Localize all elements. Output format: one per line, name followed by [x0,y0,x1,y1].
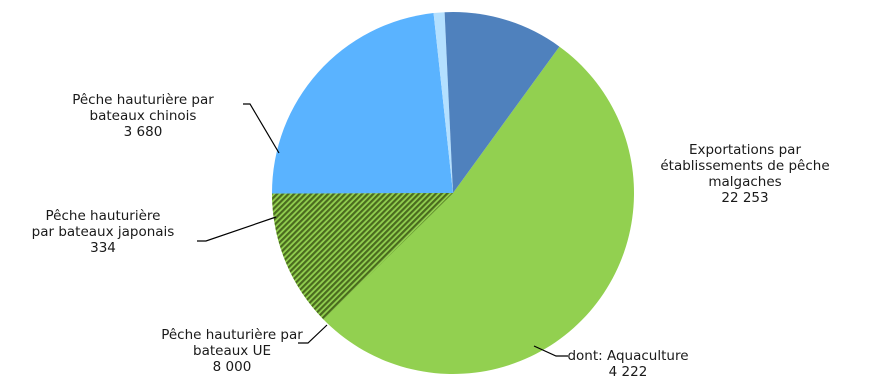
leader-line-china [243,103,280,154]
slice-label-line: bateaux UE [193,343,271,359]
slice-label-line: Pêche hauturière par [161,327,303,343]
slice-label-subset: dont: Aquaculture 4 222 [567,348,688,380]
slice-label-line: dont: Aquaculture [567,348,688,364]
slice-labels: Exportations par établissements de pêche m… [32,92,830,380]
pie-slice-china [444,12,560,194]
leader-line-japan [197,216,277,242]
slice-label-line: Pêche hauturière par [72,92,214,108]
slice-label-line: 4 222 [609,364,648,380]
pie-slices [271,12,634,375]
slice-label-line: 8 000 [213,359,252,375]
slice-label-line: établissements de pêche [660,158,829,174]
pie-slice-aquaculture-subset [272,193,453,321]
leader-line-subset [533,345,568,357]
slice-label-line: Pêche hauturière [46,208,161,224]
slice-label-japan: Pêche hauturière par bateaux japonais 334 [32,208,175,256]
pie-slice-ue [271,13,453,194]
leader-lines [197,103,568,357]
slice-label-china: Pêche hauturière par bateaux chinois 3 680 [72,92,214,140]
pie-slice-exports [272,46,634,375]
pie-slice-japan [433,12,453,194]
slice-label-line: Exportations par [689,142,801,158]
leader-line-ue [298,324,328,344]
slice-label-line: malgaches [708,174,781,190]
slice-label-line: 334 [90,240,116,256]
slice-label-line: 22 253 [721,190,768,206]
slice-label-line: bateaux chinois [90,108,197,124]
slice-label-exports: Exportations par établissements de pêche m… [660,142,829,206]
slice-label-ue: Pêche hauturière par bateaux UE 8 000 [161,327,303,375]
slice-label-line: par bateaux japonais [32,224,175,240]
slice-label-line: 3 680 [124,124,163,140]
